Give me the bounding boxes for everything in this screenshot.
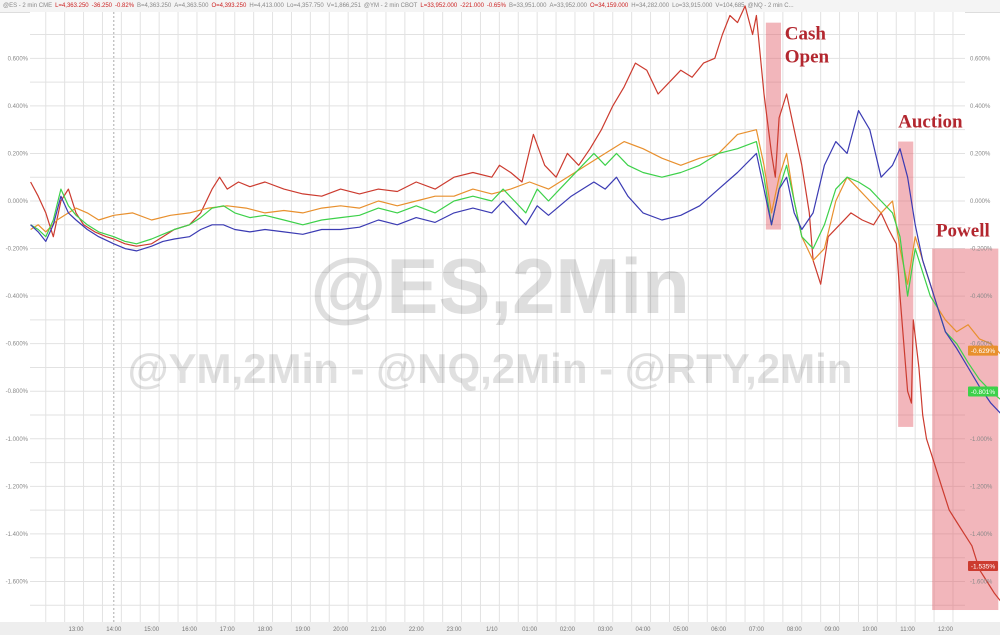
y-tick-label-left: -1.400% — [6, 532, 29, 538]
x-tick-label: 20:00 — [333, 627, 349, 633]
quote-field: O=34,159.000 — [590, 3, 629, 9]
quote-field: A=4,363.500 — [174, 3, 209, 9]
last-value-tag: -0.629% — [968, 345, 998, 356]
x-tick-label: 01:00 — [522, 627, 538, 633]
quote-field: H=34,282.000 — [631, 3, 670, 9]
y-tick-label-left: 0.200% — [8, 151, 29, 157]
x-tick-label: 12:00 — [938, 627, 954, 633]
x-axis-strip — [0, 622, 1000, 635]
x-tick-label: 08:00 — [787, 627, 803, 633]
x-tick-label: 21:00 — [371, 627, 387, 633]
x-tick-label: 22:00 — [409, 627, 425, 633]
y-tick-label-left: -1.200% — [6, 484, 29, 490]
y-tick-label-left: 0.600% — [8, 56, 29, 62]
vertical-gridlines — [45, 12, 954, 622]
x-tick-label: 18:00 — [257, 627, 273, 633]
y-tick-label-left: -1.600% — [6, 579, 29, 585]
quote-field: L=4,363.250 — [55, 3, 89, 9]
x-tick-label: 10:00 — [862, 627, 878, 633]
quote-field: -0.65% — [486, 3, 506, 9]
quote-field: @ES - 2 min CME — [3, 3, 53, 9]
watermark-sub: @YM,2Min - @NQ,2Min - @RTY,2Min — [128, 345, 853, 392]
y-tick-label-right: 0.600% — [970, 56, 991, 62]
event-band — [932, 248, 999, 611]
x-tick-label: 1/10 — [486, 627, 498, 633]
y-tick-label-right: -0.400% — [970, 294, 993, 300]
x-tick-label: 19:00 — [295, 627, 311, 633]
plot-background — [30, 12, 965, 622]
y-tick-label-left: 0.000% — [8, 199, 29, 205]
event-label: Powell — [936, 221, 990, 242]
last-value-tags: -1.535% -0.629% -0.801% — [968, 345, 998, 572]
quote-field: B=33,951.000 — [508, 3, 547, 9]
y-tick-label-right: -1.600% — [970, 579, 993, 585]
x-tick-label: 15:00 — [144, 627, 160, 633]
x-tick-label: 11:00 — [900, 627, 915, 633]
y-tick-label-right: -0.200% — [970, 247, 993, 253]
x-axis: 13:00 14:00 15:00 16:00 17:00 18:00 19:00 20:00… — [68, 627, 953, 633]
event-label: Cash Open — [785, 23, 830, 67]
x-tick-label: 13:00 — [68, 627, 84, 633]
quote-field: V=1,866,251 — [326, 3, 361, 9]
x-tick-label: 05:00 — [673, 627, 689, 633]
x-tick-label: 02:00 — [560, 627, 576, 633]
last-value-label: -0.629% — [971, 348, 995, 355]
quote-field: L=33,952.000 — [420, 3, 458, 9]
watermark-main: @ES,2Min — [310, 242, 689, 330]
event-labels: Cash Open Auction Powell — [785, 23, 990, 241]
y-tick-label-left: -0.800% — [6, 389, 29, 395]
quote-field: H=4,413.000 — [249, 3, 284, 9]
quote-field: Lo=33,915.000 — [672, 3, 713, 9]
y-axis-left: 0.600% 0.400% 0.200% 0.000% -0.200% -0.400% -0… — [6, 56, 29, 585]
quote-field: -0.82% — [115, 3, 135, 9]
last-value-tag: -1.535% — [968, 561, 998, 572]
quote-field: Lo=4,357.750 — [286, 3, 324, 9]
y-tick-label-left: -0.400% — [6, 294, 29, 300]
series-line — [30, 110, 1000, 414]
quote-field: -36.250 — [91, 3, 113, 9]
x-tick-label: 14:00 — [106, 627, 122, 633]
event-label: Auction — [898, 111, 963, 132]
y-tick-label-right: -1.200% — [970, 484, 993, 490]
y-tick-label-right: -1.400% — [970, 532, 993, 538]
series-line — [30, 141, 1000, 400]
y-tick-label-left: -0.200% — [6, 247, 29, 253]
y-tick-label-left: 0.400% — [8, 104, 29, 110]
horizontal-gridlines — [30, 34, 965, 606]
y-tick-label-left: -0.600% — [6, 342, 29, 348]
x-tick-label: 06:00 — [711, 627, 727, 633]
last-value-tag: -0.801% — [968, 386, 998, 397]
x-tick-label: 03:00 — [598, 627, 614, 633]
x-tick-label: 09:00 — [824, 627, 840, 633]
quote-field: O=4,393.250 — [211, 3, 247, 9]
quote-field: @YM - 2 min CBOT — [363, 3, 418, 9]
quote-field: @NQ - 2 min C... — [747, 3, 794, 9]
quote-field: B=4,363.250 — [137, 3, 172, 9]
quote-field: -221.000 — [460, 3, 484, 9]
y-tick-label-right: 0.000% — [970, 199, 991, 205]
y-tick-label-right: 0.400% — [970, 104, 991, 110]
quote-field: V=104,685 — [715, 3, 745, 9]
x-tick-label: 16:00 — [182, 627, 198, 633]
y-tick-label-right: 0.200% — [970, 151, 991, 157]
y-tick-label-left: -1.000% — [6, 437, 29, 443]
series-lines — [30, 5, 1000, 602]
x-tick-label: 23:00 — [446, 627, 462, 633]
y-tick-label-right: -1.000% — [970, 437, 993, 443]
last-value-label: -0.801% — [971, 389, 995, 396]
x-tick-label: 17:00 — [220, 627, 236, 633]
event-band — [765, 22, 781, 230]
quote-field: A=33,952.000 — [549, 3, 588, 9]
x-tick-label: 04:00 — [635, 627, 651, 633]
series-line — [30, 5, 1000, 602]
x-tick-label: 07:00 — [749, 627, 765, 633]
y-tick-label-right: -0.600% — [970, 342, 993, 348]
last-value-label: -1.535% — [971, 564, 995, 571]
